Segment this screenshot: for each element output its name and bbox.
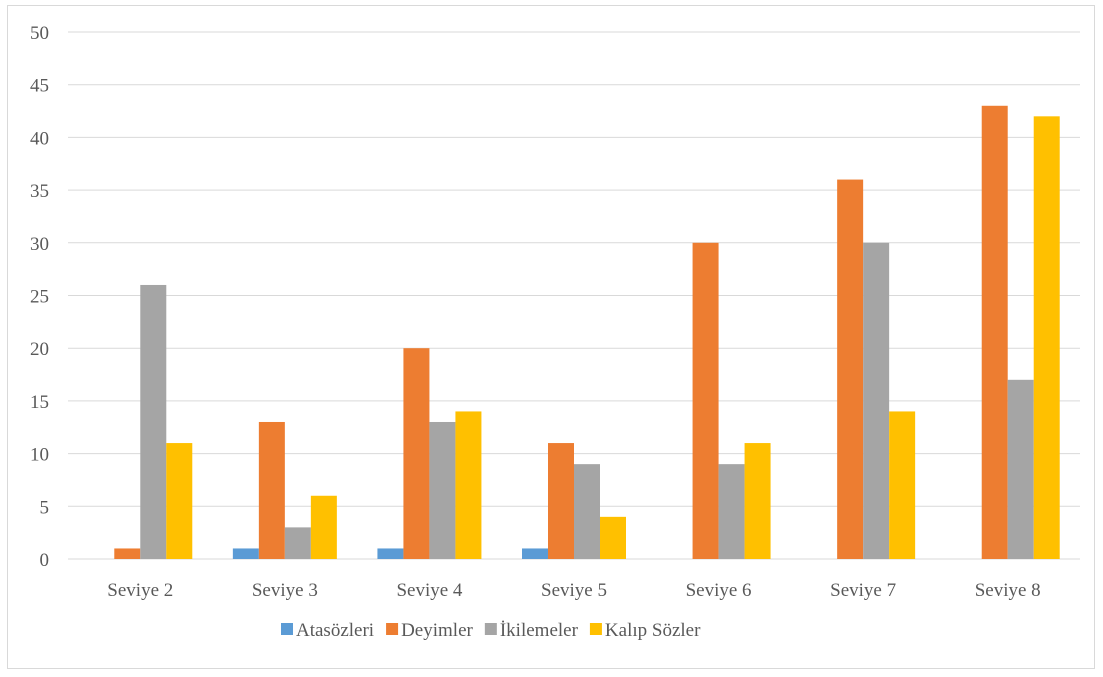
y-tick-label: 0 (40, 550, 50, 571)
legend-swatch (589, 623, 602, 635)
legend-swatch (386, 623, 399, 635)
y-tick-label: 45 (30, 76, 49, 97)
bar (377, 548, 404, 559)
category-label: Seviye 5 (541, 580, 607, 601)
legend-swatch (484, 623, 497, 635)
category-label: Seviye 4 (396, 580, 462, 601)
y-tick-label: 5 (40, 497, 50, 518)
bar (258, 421, 285, 559)
bar (140, 284, 167, 559)
bar (284, 527, 311, 559)
bar (863, 242, 890, 560)
bar (889, 411, 916, 559)
bar (522, 548, 548, 559)
legend-swatch (281, 623, 293, 635)
legend-label: İkilemeler (500, 620, 579, 641)
bar (981, 105, 1008, 559)
bar (455, 411, 482, 559)
category-label: Seviye 7 (830, 580, 896, 601)
bar (114, 548, 141, 559)
bar (1007, 379, 1034, 559)
category-label: Seviye 6 (686, 580, 752, 601)
bar (548, 443, 574, 559)
y-tick-label: 35 (30, 181, 49, 202)
bar (232, 548, 259, 559)
bar (692, 242, 719, 560)
y-tick-label: 15 (30, 392, 49, 413)
category-label: Seviye 3 (252, 580, 318, 601)
bar (166, 443, 193, 559)
y-tick-label: 10 (30, 445, 49, 466)
bar (429, 421, 456, 559)
y-tick-label: 40 (30, 128, 49, 149)
y-tick-label: 50 (30, 23, 49, 44)
legend-label: Atasözleri (296, 620, 374, 641)
category-label: Seviye 2 (107, 580, 173, 601)
legend-label: Deyimler (401, 620, 473, 641)
bar (744, 443, 771, 559)
legend-label: Kalıp Sözler (605, 620, 701, 641)
bar (1033, 116, 1060, 559)
bar (574, 464, 600, 559)
bar (310, 495, 337, 559)
bar (837, 179, 864, 559)
y-tick-label: 30 (30, 234, 49, 255)
bar (403, 348, 430, 559)
category-label: Seviye 8 (975, 580, 1041, 601)
y-tick-label: 25 (30, 287, 49, 308)
bar (600, 516, 626, 559)
y-tick-label: 20 (30, 339, 49, 360)
bar (718, 464, 745, 559)
